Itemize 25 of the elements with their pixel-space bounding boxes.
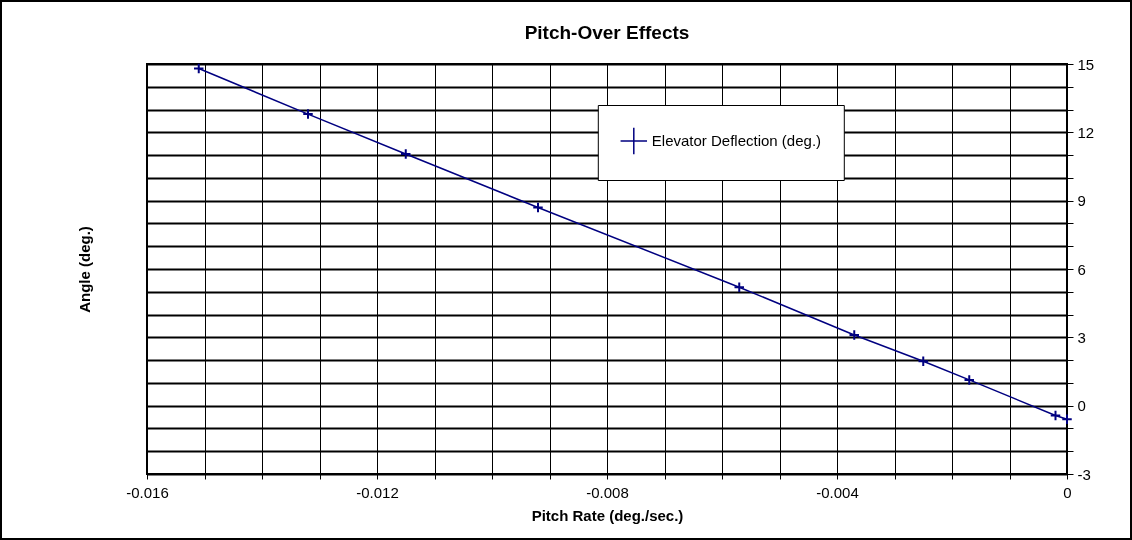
y-tick-label: 3 <box>1077 328 1086 346</box>
y-tick-label: 12 <box>1077 123 1095 141</box>
y-tick-label: 9 <box>1077 192 1086 210</box>
point <box>1049 409 1062 422</box>
point <box>532 201 544 214</box>
y-tick-label: 15 <box>1077 55 1095 73</box>
point <box>400 148 412 160</box>
y-tick-label: 6 <box>1077 260 1086 278</box>
x-tick-label: 0 <box>1063 483 1072 501</box>
y-tick-label: -3 <box>1077 465 1091 483</box>
x-tick-label: -0.004 <box>816 483 859 501</box>
point <box>302 108 314 120</box>
y-axis-title: Angle (deg.) <box>75 226 93 313</box>
point <box>193 62 205 75</box>
x-tick-label: -0.012 <box>356 483 399 501</box>
point <box>733 281 745 293</box>
y-tick-label: 0 <box>1077 397 1086 415</box>
x-axis-title: Pitch Rate (deg./sec.) <box>531 506 684 524</box>
x-tick-label: -0.016 <box>126 483 169 501</box>
point <box>963 374 975 386</box>
chart-title: Pitch-Over Effects <box>524 22 690 43</box>
point <box>917 355 929 367</box>
legend-label: Elevator Deflection (deg.) <box>651 132 822 149</box>
point <box>848 329 860 341</box>
x-tick-label: -0.008 <box>586 483 629 501</box>
